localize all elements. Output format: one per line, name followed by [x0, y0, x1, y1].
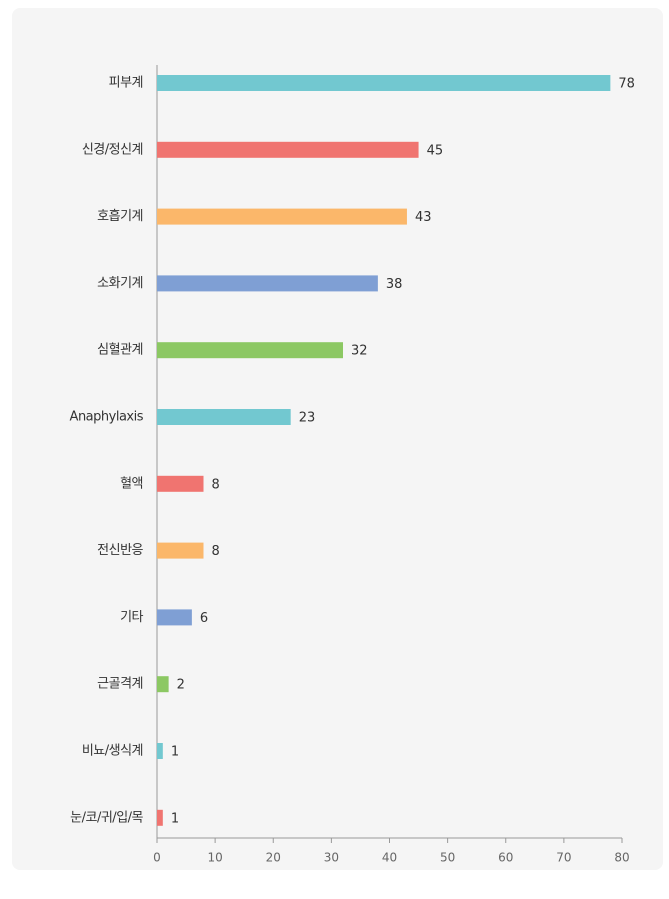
- bar: [157, 75, 611, 91]
- value-label: 6: [200, 611, 208, 626]
- category-label: 호흡기계: [97, 209, 143, 224]
- category-label: Anaphylaxis: [70, 410, 144, 425]
- value-label: 32: [351, 344, 368, 359]
- value-label: 45: [427, 143, 444, 158]
- value-label: 78: [618, 77, 635, 92]
- category-label: 신경/정신계: [82, 142, 143, 157]
- value-label: 43: [415, 210, 432, 225]
- category-label: 눈/코/귀/입/목: [70, 810, 143, 825]
- bar: [157, 542, 204, 559]
- bar: [157, 409, 291, 425]
- bar: [157, 743, 163, 759]
- bar: [157, 208, 407, 225]
- category-label: 비뇨/생식계: [82, 744, 143, 759]
- category-label: 전신반응: [97, 543, 143, 558]
- value-label: 1: [171, 811, 179, 826]
- x-tick-label: 20: [266, 851, 281, 865]
- bar: [157, 809, 163, 826]
- value-label: 2: [177, 678, 185, 693]
- category-label: 소화기계: [97, 276, 143, 291]
- value-label: 8: [212, 477, 220, 492]
- x-tick-label: 30: [324, 851, 339, 865]
- bar: [157, 141, 419, 158]
- category-label: 기타: [120, 610, 143, 625]
- bar: [157, 676, 169, 693]
- category-label: 혈액: [120, 476, 143, 491]
- x-tick-label: 60: [498, 851, 513, 865]
- x-tick-label: 0: [153, 851, 161, 865]
- bar: [157, 275, 378, 292]
- x-tick-label: 70: [556, 851, 571, 865]
- x-tick-label: 10: [207, 851, 222, 865]
- bar: [157, 475, 204, 492]
- category-label: 피부계: [109, 76, 143, 91]
- x-tick-label: 40: [382, 851, 397, 865]
- category-label: 근골격계: [97, 677, 143, 692]
- value-label: 8: [212, 544, 220, 559]
- value-label: 23: [299, 411, 316, 426]
- category-label: 심혈관계: [97, 343, 143, 358]
- bar: [157, 609, 192, 626]
- bar: [157, 342, 343, 359]
- value-label: 38: [386, 277, 403, 292]
- x-tick-label: 80: [614, 851, 629, 865]
- panel: [12, 8, 663, 870]
- x-tick-label: 50: [440, 851, 455, 865]
- value-label: 1: [171, 745, 179, 760]
